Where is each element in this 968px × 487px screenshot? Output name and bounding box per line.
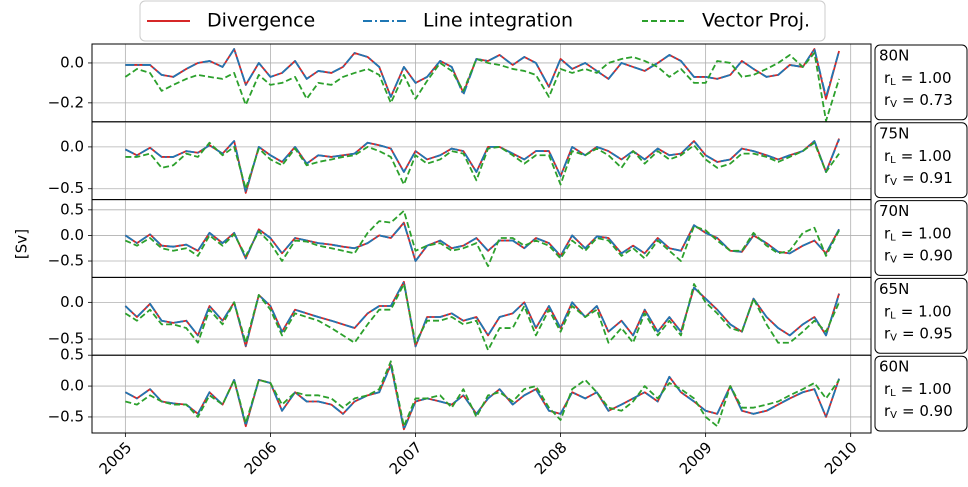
- x-tick-label: 2007: [386, 438, 426, 478]
- stat-text: = 0.90: [902, 246, 953, 264]
- annotation-box: [874, 277, 968, 354]
- stat-subscript: V: [890, 410, 897, 421]
- stat-subscript: L: [890, 388, 896, 399]
- annotation-label: 80N: [879, 47, 909, 65]
- y-axis-label: [Sv]: [13, 229, 31, 259]
- stat-text: = 1.00: [901, 302, 952, 320]
- stat-text: = 0.90: [902, 402, 953, 420]
- y-tick-label: 0.5: [60, 346, 84, 364]
- stat-text: = 0.91: [902, 168, 953, 186]
- stat-subscript: V: [890, 99, 897, 110]
- annotation-stat: rV = 0.90: [884, 402, 953, 422]
- annotation-stat: rV = 0.90: [884, 246, 953, 266]
- series-line: [125, 360, 840, 428]
- annotation-stat: rL = 1.00: [884, 146, 952, 166]
- stat-text: = 1.00: [901, 69, 952, 87]
- annotation-box: [874, 44, 968, 121]
- series-line: [124, 363, 840, 431]
- stat-symbol: r: [884, 402, 891, 420]
- annotation-stat: rV = 0.91: [884, 168, 953, 188]
- stat-subscript: L: [890, 155, 896, 166]
- series-line: [124, 209, 840, 268]
- stat-symbol: r: [884, 380, 891, 398]
- x-tick-label: 2010: [821, 438, 861, 478]
- series-line: [124, 283, 840, 351]
- y-tick-label: −0.5: [48, 252, 84, 270]
- panel-frame: [91, 354, 872, 434]
- y-tick-label: −0.5: [48, 407, 84, 425]
- y-tick-label: 0.0: [60, 226, 84, 244]
- lines: [124, 138, 840, 194]
- annotation-stat: rV = 0.95: [884, 324, 953, 344]
- y-tick-label: 0.0: [60, 137, 84, 155]
- stat-text: = 0.95: [902, 324, 953, 342]
- legend-label: Vector Proj.: [702, 10, 810, 32]
- y-tick-label: 0.0: [60, 293, 84, 311]
- annotation-label: 70N: [879, 202, 909, 220]
- stat-symbol: r: [884, 146, 891, 164]
- stat-symbol: r: [884, 168, 891, 186]
- legend-label: Line integration: [423, 10, 573, 32]
- stat-subscript: L: [890, 310, 896, 321]
- annotation-stat: rL = 1.00: [884, 224, 952, 244]
- annotation-stat: rV = 0.73: [884, 91, 953, 111]
- x-tick-label: 2005: [96, 438, 136, 478]
- legend-box: [139, 0, 826, 42]
- y-tick-label: −0.2: [48, 93, 84, 111]
- stat-text: = 1.00: [901, 380, 952, 398]
- panel-frame: [91, 43, 872, 123]
- stat-symbol: r: [884, 246, 891, 264]
- y-tick-label: 0.5: [60, 200, 84, 218]
- stat-symbol: r: [884, 324, 891, 342]
- lines: [124, 209, 840, 268]
- annotation-box: [874, 355, 968, 432]
- lines: [124, 48, 840, 122]
- x-tick-label: 2009: [676, 438, 716, 478]
- series-line: [125, 48, 840, 100]
- stat-subscript: V: [890, 177, 897, 188]
- y-tick-label: −0.5: [48, 179, 84, 197]
- stat-text: = 0.73: [902, 91, 953, 109]
- annotation-box: [874, 200, 968, 276]
- stat-symbol: r: [884, 69, 891, 87]
- stat-symbol: r: [884, 91, 891, 109]
- panel-frame: [91, 199, 872, 278]
- x-tick-label: 2006: [241, 438, 281, 478]
- annotation-stat: rL = 1.00: [884, 302, 952, 322]
- series-line: [124, 364, 840, 431]
- legend: Divergence Line integration Vector Proj.: [139, 0, 826, 42]
- stat-symbol: r: [884, 302, 891, 320]
- stat-subscript: V: [890, 255, 897, 266]
- series-line: [125, 141, 840, 190]
- stat-text: = 1.00: [901, 146, 952, 164]
- x-tick-label: 2008: [531, 438, 571, 478]
- stat-subscript: L: [890, 77, 896, 88]
- series-line: [124, 222, 840, 262]
- y-tick-label: 0.0: [60, 53, 84, 71]
- stat-subscript: L: [890, 233, 896, 244]
- annotation-label: 75N: [879, 124, 909, 142]
- annotation-label: 60N: [879, 358, 909, 376]
- lines: [124, 360, 840, 431]
- y-tick-label: 0.0: [60, 377, 84, 395]
- lines: [124, 280, 840, 351]
- annotation-stat: rL = 1.00: [884, 69, 952, 89]
- stat-subscript: V: [890, 332, 897, 343]
- series-line: [125, 48, 840, 98]
- annotation-box: [874, 122, 968, 199]
- annotation-label: 65N: [879, 280, 909, 298]
- y-tick-label: −0.5: [48, 330, 84, 348]
- legend-label: Divergence: [207, 10, 315, 32]
- panel-frame: [91, 276, 872, 356]
- series-line: [124, 52, 840, 122]
- stat-symbol: r: [884, 224, 891, 242]
- stat-text: = 1.00: [901, 224, 952, 242]
- annotation-stat: rL = 1.00: [884, 380, 952, 400]
